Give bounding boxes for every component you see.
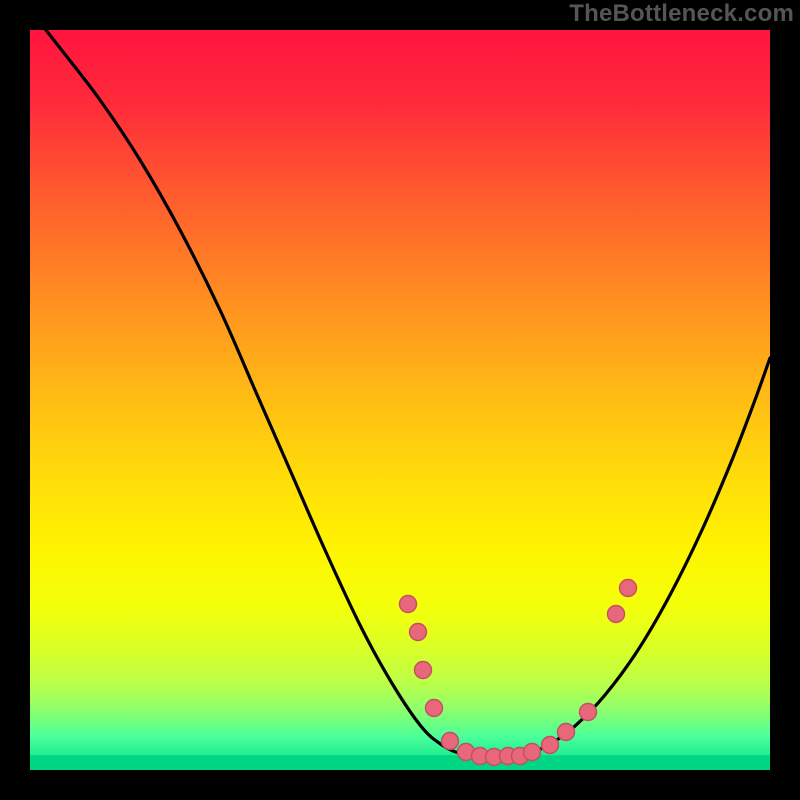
gradient-background	[30, 30, 770, 770]
bottom-green-band	[30, 755, 770, 770]
chart-stage: TheBottleneck.com	[0, 0, 800, 800]
curve-marker	[608, 606, 625, 623]
curve-marker	[400, 596, 417, 613]
curve-marker	[442, 733, 459, 750]
watermark-text: TheBottleneck.com	[569, 0, 794, 28]
curve-marker	[558, 724, 575, 741]
curve-marker	[542, 737, 559, 754]
curve-marker	[410, 624, 427, 641]
bottleneck-chart	[0, 0, 800, 800]
curve-marker	[580, 704, 597, 721]
curve-marker	[426, 700, 443, 717]
curve-marker	[524, 744, 541, 761]
curve-marker	[620, 580, 637, 597]
curve-marker	[415, 662, 432, 679]
plot-area	[30, 10, 770, 770]
